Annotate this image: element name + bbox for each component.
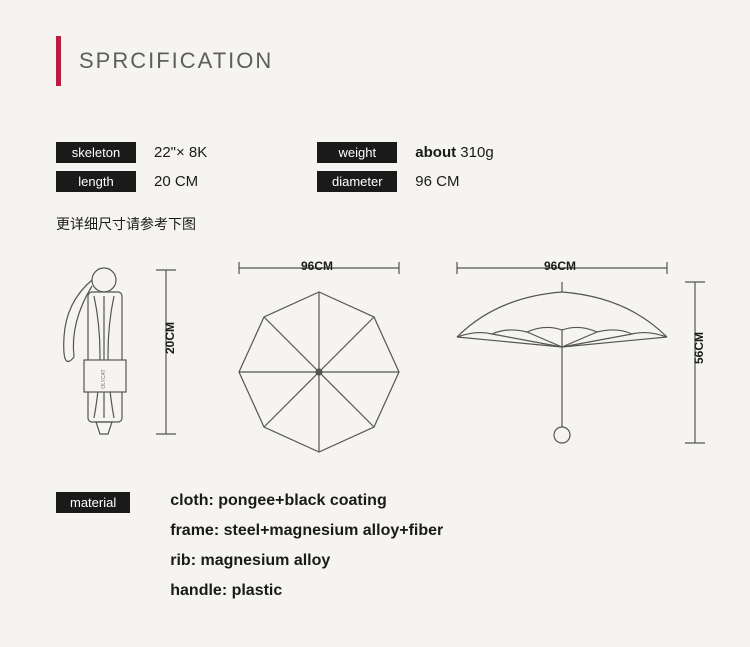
- dim-label: 96CM: [544, 259, 576, 273]
- dim-label: 56CM: [692, 332, 706, 364]
- accent-bar: [56, 36, 61, 86]
- material-item: frame: steel+magnesium alloy+fiber: [170, 522, 443, 540]
- material-label: material: [56, 492, 130, 513]
- material-item: cloth: pongee+black coating: [170, 492, 443, 510]
- materials-section: material cloth: pongee+black coating fra…: [56, 492, 694, 600]
- octagon-icon: [219, 262, 419, 462]
- spec-label: length: [56, 171, 136, 192]
- specs-grid: skeleton 22"× 8K length 20 CM weight abo…: [56, 142, 694, 192]
- material-item: handle: plastic: [170, 582, 443, 600]
- diagram-octagon: 96CM: [219, 262, 419, 462]
- spec-label: weight: [317, 142, 397, 163]
- folded-umbrella-icon: OLYCAT: [56, 262, 191, 462]
- svg-text:OLYCAT: OLYCAT: [101, 369, 107, 388]
- spec-label: diameter: [317, 171, 397, 192]
- spec-weight: weight about 310g: [317, 142, 493, 163]
- spec-skeleton: skeleton 22"× 8K: [56, 142, 207, 163]
- detail-note: 更详细尺寸请参考下图: [56, 214, 694, 234]
- dim-label: 96CM: [301, 259, 333, 273]
- header: SPRCIFICATION: [56, 36, 694, 86]
- page-title: SPRCIFICATION: [79, 48, 273, 74]
- spec-label: skeleton: [56, 142, 136, 163]
- spec-value: 20 CM: [154, 173, 198, 190]
- diagram-folded: OLYCAT 20CM: [56, 262, 191, 462]
- material-item: rib: magnesium alloy: [170, 552, 443, 570]
- diagram-open: 96CM 56CM: [447, 262, 717, 462]
- diagrams-row: OLYCAT 20CM: [56, 262, 694, 462]
- open-umbrella-icon: [447, 262, 717, 462]
- material-list: cloth: pongee+black coating frame: steel…: [170, 492, 443, 600]
- spec-value: about 310g: [415, 144, 493, 161]
- spec-diameter: diameter 96 CM: [317, 171, 493, 192]
- spec-value: 96 CM: [415, 173, 459, 190]
- spec-length: length 20 CM: [56, 171, 207, 192]
- dim-label: 20CM: [163, 322, 177, 354]
- spec-value: 22"× 8K: [154, 144, 207, 161]
